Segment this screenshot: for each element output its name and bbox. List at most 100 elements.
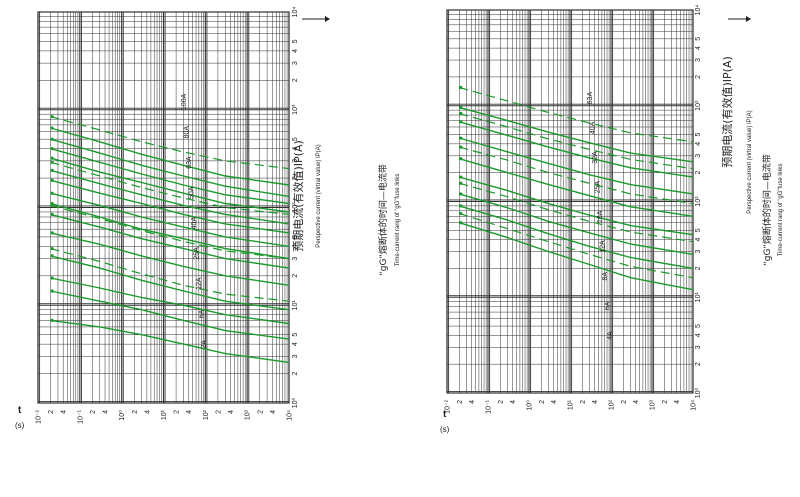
current-tick-label: 10²	[292, 202, 299, 213]
current-axis-label-cn: 预期电流(有效值)IP(A)	[291, 140, 305, 252]
curve-rating-label: 63A	[587, 92, 594, 105]
fuse-curve-100a	[50, 127, 290, 186]
time-tick-label: 2	[662, 400, 669, 404]
curve-start-marker	[50, 168, 54, 172]
curve-rating-label: 25A	[595, 181, 602, 194]
curve-start-marker	[459, 181, 463, 185]
curve-labels: 4A 6A 8A 12A 16A 25A 32A 40A 63A	[587, 92, 614, 340]
time-tick-label: 4	[633, 400, 640, 404]
curve-start-marker	[50, 289, 54, 293]
time-tick-label: 10¹	[161, 409, 168, 420]
time-tick-label: 10³	[245, 409, 252, 420]
fuse-curve-band-12	[459, 86, 694, 143]
current-tick-label: 10³	[292, 104, 299, 115]
fuse-curve-6a	[459, 205, 694, 270]
current-tick-label: 2	[292, 274, 299, 278]
curve-start-marker	[50, 254, 54, 258]
curve-rating-label: 12A	[196, 277, 203, 290]
curve-start-marker	[459, 85, 463, 90]
curve-start-marker	[50, 276, 54, 280]
fuse-curve-6a	[50, 255, 290, 311]
fuse-curve-25a	[50, 192, 290, 248]
current-tick-label: 10¹	[695, 292, 702, 303]
current-tick-label: 4	[292, 49, 299, 53]
curve-start-marker	[50, 318, 54, 322]
curve-rating-label: 4A	[607, 331, 614, 340]
time-tick-label: 10⁰	[118, 410, 126, 421]
current-tick-label: 2	[292, 78, 299, 82]
current-tick-label: 3	[695, 250, 702, 254]
curve-start-marker	[459, 221, 463, 225]
fuse-curve-50a	[50, 157, 290, 213]
time-tick-label: 2	[539, 400, 546, 404]
fuse-curve-16a	[459, 158, 694, 217]
curve-start-marker	[459, 120, 463, 124]
time-tick-label: 2	[132, 410, 139, 414]
time-tick-label: 10⁻¹	[77, 409, 84, 423]
curve-rating-label: 50A	[189, 186, 196, 199]
current-tick-label: 3	[695, 58, 702, 62]
chart-title-en: Time-current rang of “gG”fuse links	[778, 164, 784, 257]
time-tick-label: 4	[61, 410, 68, 414]
time-tick-label: 10⁴	[691, 400, 698, 411]
fuse-curve-8a	[459, 193, 694, 256]
fuse-curve-4a	[459, 222, 694, 291]
current-tick-label: 2	[292, 176, 299, 180]
y-tick-labels: 10⁻² 2 4 10⁻¹ 2 4 10⁰ 2 4 10¹ 2 4 10² 2 4 10³ 2 4 10⁴	[445, 399, 698, 413]
fuse-curve-2a	[50, 319, 290, 364]
curve-rating-label: 12A	[599, 240, 606, 253]
current-tick-label: 5	[292, 39, 299, 43]
time-tick-label: 10⁴	[287, 410, 294, 421]
current-tick-label: 4	[292, 147, 299, 151]
chart-grid	[37, 11, 290, 404]
curve-start-marker	[459, 136, 463, 140]
time-tick-label: 2	[498, 400, 505, 404]
current-tick-label: 3	[695, 345, 702, 349]
fuse-curve-band-9	[459, 182, 694, 243]
current-tick-label: 2	[695, 266, 702, 270]
chart-title-cn: “gG”熔断体的时间—电流带	[377, 164, 389, 276]
time-tick-label: 4	[674, 400, 681, 404]
current-tick-label: 5	[695, 324, 702, 328]
curve-rating-label: 40A	[590, 121, 597, 134]
time-tick-label: 2	[215, 410, 222, 414]
fuse-curve-band-17	[50, 116, 290, 170]
time-tick-label: 10⁻²	[445, 399, 452, 413]
curve-start-marker	[50, 115, 54, 119]
direction-arrow	[728, 16, 751, 22]
current-axis-label-en: Perspective current (virtral value) IP(A…	[747, 110, 753, 213]
current-axis-label-en: Perspective current (virtral value) IP(A…	[316, 144, 322, 247]
current-tick-label: 4	[695, 142, 702, 146]
current-tick-label: 3	[292, 159, 299, 163]
current-tick-label: 5	[292, 333, 299, 337]
time-tick-label: 2	[457, 400, 464, 404]
time-tick-label: 10⁻²	[36, 409, 43, 423]
curve-rating-label: 6A	[604, 301, 611, 310]
curve-start-marker	[459, 157, 463, 161]
fuse-curve-band-15	[50, 204, 290, 260]
current-tick-label: 5	[292, 235, 299, 239]
plot-frame	[446, 9, 694, 394]
current-tick-label: 4	[292, 244, 299, 248]
y-tick-labels: 10⁻² 2 4 10⁻¹ 2 4 10⁰ 2 4 10¹ 2 4 10² 2 4 10³ 2 4 10⁴	[36, 409, 294, 423]
current-tick-label: 5	[292, 137, 299, 141]
current-tick-label: 3	[292, 257, 299, 261]
curve-rating-label: 8A	[602, 272, 609, 281]
current-tick-label: 10⁴	[292, 7, 299, 18]
fuse-curve-32a	[50, 179, 290, 234]
time-axis-symbol: t	[443, 409, 447, 420]
fuse-curve-20a	[50, 202, 290, 260]
curve-start-marker	[459, 111, 463, 116]
current-tick-label: 4	[695, 46, 702, 50]
time-tick-label: 10¹	[568, 399, 575, 410]
time-tick-label: 4	[144, 410, 151, 414]
curve-rating-label: 40A	[191, 217, 198, 230]
current-tick-label: 10¹	[292, 300, 299, 311]
fuse-curve-4a	[50, 277, 290, 325]
curve-rating-label: 80A	[184, 126, 191, 139]
current-tick-label: 2	[695, 362, 702, 366]
curve-start-marker	[459, 105, 463, 110]
curve-rating-label: 63A	[186, 156, 193, 169]
